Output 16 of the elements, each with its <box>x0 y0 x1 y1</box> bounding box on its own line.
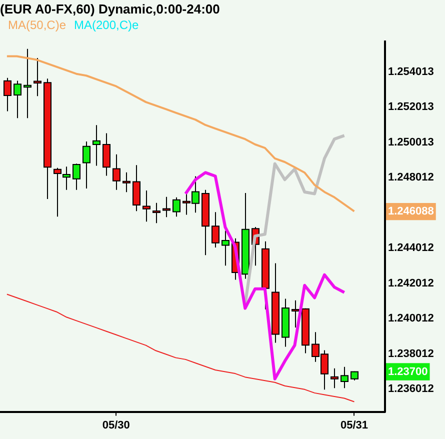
y-tick-label: 1.244012 <box>388 242 434 254</box>
y-tick-label: 1.246088 <box>388 206 434 218</box>
y-tick-label: 1.248012 <box>388 172 434 184</box>
y-tick-label: 1.254013 <box>388 66 434 78</box>
x-tick-label: 05/30 <box>102 419 130 432</box>
legend-label: MA(200,C)e <box>74 18 140 32</box>
y-tick-label: 1.240012 <box>388 312 434 325</box>
text: MA(50,C)e <box>8 18 66 32</box>
x-tick-label: 05/31 <box>340 419 368 432</box>
y-tick-label: 1.252013 <box>388 101 434 114</box>
y-tick-label: 1.23700 <box>388 366 428 378</box>
y-tick-label: 1.236012 <box>388 383 434 396</box>
y-tick-label: 1.250013 <box>388 136 434 148</box>
y-tick-label: 1.242012 <box>388 277 434 290</box>
y-tick-label: 1.238012 <box>388 348 434 360</box>
chart-title: (EUR A0-FX,60) Dynamic,0:00-24:00 <box>0 1 220 16</box>
